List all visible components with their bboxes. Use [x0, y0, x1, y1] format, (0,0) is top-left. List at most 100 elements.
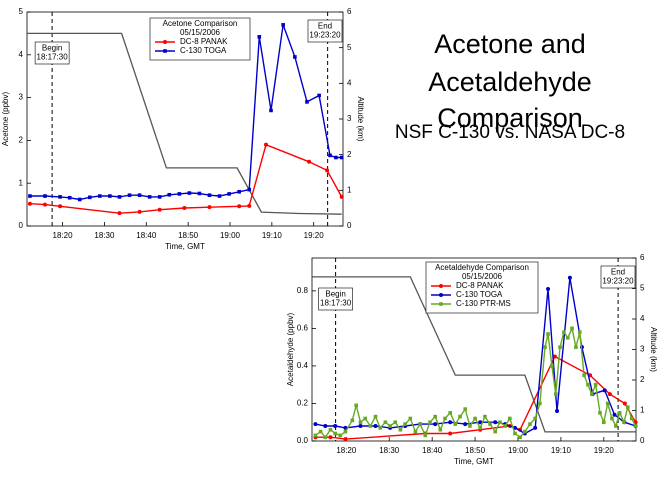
data-point	[498, 420, 502, 425]
data-point	[27, 201, 32, 206]
event-label: 18:17:30	[320, 299, 352, 308]
x-tick-label: 18:50	[465, 446, 486, 455]
legend-label: C-130 TOGA	[456, 290, 503, 299]
data-point	[368, 424, 373, 428]
data-point	[582, 373, 586, 378]
x-tick-label: 18:50	[178, 231, 199, 240]
data-point	[147, 195, 152, 199]
data-point	[197, 191, 202, 196]
data-point	[488, 422, 492, 426]
y-tick-label: 0.2	[297, 399, 309, 408]
data-point	[567, 275, 572, 280]
data-point	[433, 422, 438, 427]
y2-tick-label: 6	[640, 253, 645, 262]
data-point	[438, 427, 443, 432]
series-line	[314, 326, 637, 439]
data-point	[610, 416, 614, 421]
y2-tick-label: 2	[347, 150, 352, 159]
legend-marker	[439, 302, 443, 306]
data-point	[493, 429, 498, 434]
data-point	[318, 429, 323, 434]
legend-subtitle: 05/15/2006	[462, 272, 503, 281]
event-box	[318, 287, 353, 311]
data-point	[333, 423, 338, 428]
data-point	[343, 437, 348, 442]
x-tick-label: 18:40	[422, 446, 443, 455]
data-point	[237, 189, 242, 194]
data-point	[607, 392, 612, 397]
data-point	[448, 431, 453, 436]
data-point	[317, 93, 321, 98]
data-point	[281, 23, 285, 27]
data-point	[483, 414, 487, 419]
data-point	[269, 108, 273, 113]
data-point	[448, 420, 453, 425]
data-point	[468, 424, 472, 428]
data-point	[247, 187, 252, 192]
data-point	[518, 435, 522, 440]
y-tick-label: 0	[19, 221, 24, 230]
data-point	[448, 411, 452, 415]
data-point	[323, 435, 328, 440]
slide-title: Comparison	[437, 103, 583, 133]
data-point	[328, 435, 333, 440]
data-point	[538, 401, 542, 406]
slide-subtitle: NSF C-130 vs. NASA DC-8	[395, 122, 625, 143]
data-point	[157, 195, 162, 199]
y-tick-label: 2	[19, 136, 24, 145]
data-point	[552, 354, 557, 359]
data-point	[307, 159, 312, 164]
data-point	[339, 194, 344, 199]
data-point	[570, 326, 574, 331]
event-label: Begin	[325, 290, 345, 299]
y-tick-label: 0.8	[297, 286, 309, 295]
y2-tick-label: 3	[347, 114, 352, 123]
x-tick-label: 19:10	[551, 446, 572, 455]
data-point	[378, 426, 383, 430]
y-tick-label: 0.6	[297, 323, 309, 332]
data-point	[463, 422, 468, 427]
legend-label: DC-8 PANAK	[456, 281, 504, 290]
data-point	[227, 192, 231, 196]
data-point	[77, 197, 82, 202]
data-point	[503, 424, 507, 428]
data-point	[333, 431, 337, 436]
data-point	[602, 388, 607, 393]
data-point	[58, 195, 62, 199]
data-point	[413, 429, 418, 434]
x-tick-label: 18:30	[94, 231, 115, 240]
data-point	[323, 423, 328, 428]
data-point	[42, 202, 47, 207]
data-point	[217, 194, 222, 198]
data-point	[574, 345, 578, 349]
data-point	[137, 209, 142, 214]
data-point	[373, 423, 378, 428]
data-point	[313, 422, 318, 427]
data-point	[433, 414, 437, 419]
data-point	[558, 345, 562, 349]
data-point	[207, 193, 212, 197]
legend-marker	[439, 293, 443, 297]
y2-tick-label: 1	[347, 185, 352, 194]
data-point	[617, 411, 622, 415]
data-point	[350, 418, 355, 423]
data-point	[513, 431, 517, 436]
data-point	[247, 203, 252, 208]
x-tick-label: 19:00	[220, 231, 241, 240]
legend-title: Acetaldehyde Comparison	[435, 263, 529, 272]
y2-tick-label: 3	[640, 345, 645, 354]
y-tick-label: 5	[19, 7, 24, 16]
data-point	[458, 414, 462, 419]
y2-tick-label: 0	[640, 436, 645, 445]
data-point	[478, 420, 483, 425]
data-point	[418, 422, 422, 426]
data-point	[562, 330, 566, 334]
data-point	[593, 382, 598, 387]
data-point	[354, 403, 359, 408]
legend-box	[149, 17, 251, 61]
legend-marker	[163, 40, 167, 44]
event-label: End	[318, 22, 332, 31]
data-point	[605, 401, 610, 406]
x-tick-label: 18:30	[379, 446, 400, 455]
